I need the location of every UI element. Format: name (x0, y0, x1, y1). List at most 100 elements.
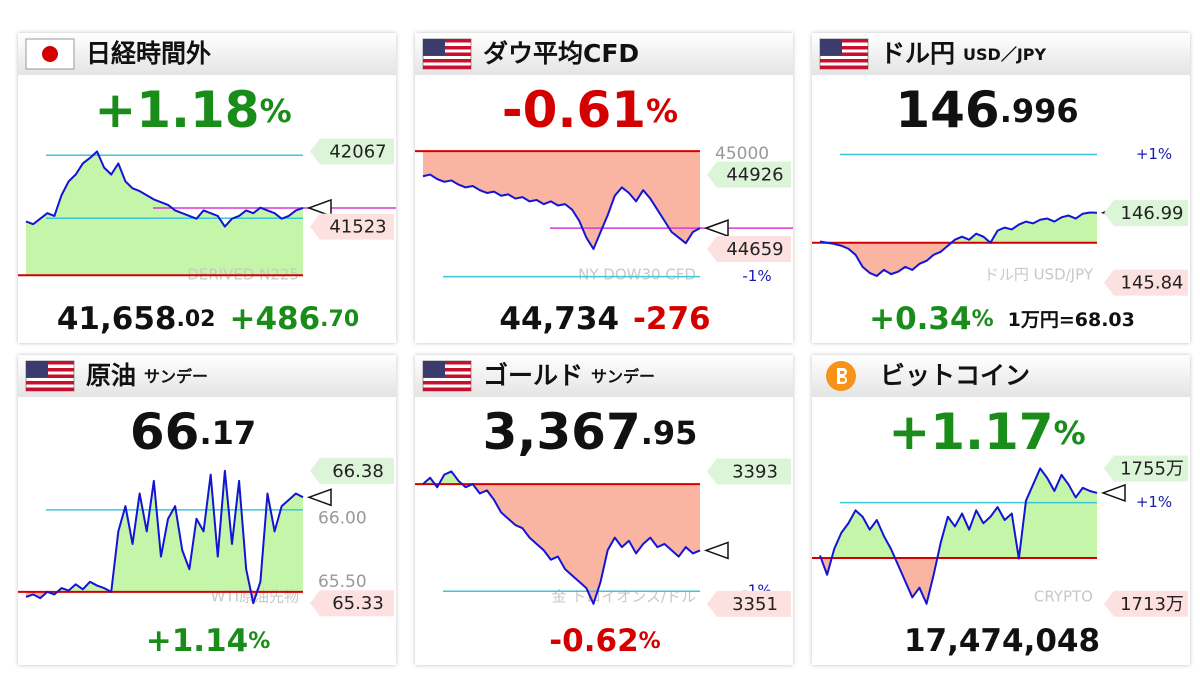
watermark: CRYPTO (1034, 588, 1093, 606)
headline: 66.17 (130, 403, 256, 461)
price-line (819, 467, 1098, 605)
subtitle: サンデー (591, 367, 655, 386)
y-tick-label: 65.50 (318, 572, 367, 592)
title: ゴールド (483, 361, 583, 390)
title: ダウ平均CFD (483, 39, 639, 68)
price-tag (310, 590, 394, 617)
footer-small: .02 (176, 307, 215, 332)
watermark: NY DOW30 CFD (578, 266, 696, 284)
footer-note: 1万円=68.03 (1008, 309, 1135, 331)
footer: -0.62% (549, 623, 660, 659)
footer-small: % (639, 629, 661, 654)
panel-title: 日経時間外 (86, 39, 211, 68)
panel-title: ダウ平均CFD (483, 39, 639, 68)
title: ビットコイン (880, 361, 1030, 390)
headline-value: -0.61 (502, 81, 646, 139)
price-tag-label: 146.99 (1121, 203, 1184, 224)
price-tag-label: 145.84 (1121, 273, 1184, 294)
footer-small: .70 (320, 307, 359, 332)
headline-unit: % (260, 92, 292, 130)
footer-value: -276 (633, 301, 711, 337)
flag-us (422, 360, 472, 392)
watermark: ドル円 USD/JPY (984, 266, 1094, 284)
headline-value: +1.17 (888, 403, 1053, 461)
flag-us (25, 360, 75, 392)
area-up (820, 468, 1097, 559)
price-tag (707, 236, 791, 263)
band-label: +1% (1136, 145, 1172, 163)
headline-unit: % (1054, 414, 1086, 452)
bitcoin-icon (826, 361, 856, 391)
headline: -0.61% (502, 81, 678, 139)
price-tag-label: 3393 (732, 461, 778, 482)
price-tag-label: 3351 (732, 594, 778, 615)
price-tag-label: 1713万 (1120, 594, 1184, 615)
price-tag (310, 457, 394, 484)
price-tag (1104, 269, 1188, 296)
price-tag (1104, 455, 1188, 482)
price-tag-label: 1755万 (1120, 458, 1184, 479)
price-line (25, 150, 304, 228)
subtitle: USD／JPY (963, 45, 1046, 64)
price-line (422, 173, 701, 251)
headline-value: 146 (895, 81, 999, 139)
area-down (423, 151, 700, 250)
footer: +0.34% 1万円=68.03 (869, 301, 1135, 337)
price-tag (1104, 200, 1188, 227)
band-label: -1% (742, 267, 771, 285)
panel: ダウ平均CFD -0.61% NY DOW30 CFD -1% 45000 44926 44… (415, 33, 793, 343)
price-line (25, 469, 304, 605)
area-down (820, 242, 1097, 276)
area-up (26, 151, 303, 276)
headline-unit: .95 (641, 414, 698, 452)
panel-title: ゴールド サンデー (483, 361, 655, 390)
headline-value: 66 (130, 403, 200, 461)
panel: ドル円 USD／JPY 146.996 ドル円 USD/JPY +1% 146.99 145… (812, 33, 1190, 343)
footer-value: +1.14 (146, 623, 248, 659)
panel-title: 原油 サンデー (86, 361, 208, 390)
area-up (820, 212, 1097, 243)
price-tag (310, 138, 394, 165)
price-tag (707, 590, 791, 617)
panel-title: ビットコイン (880, 361, 1030, 390)
footer-small: % (248, 629, 270, 654)
headline-unit: .996 (1000, 92, 1079, 130)
flag-us (422, 38, 472, 70)
footer-value: 44,734 (499, 301, 619, 337)
price-tag-label: 42067 (329, 141, 386, 162)
price-line (422, 470, 701, 605)
headline-unit: .17 (199, 414, 256, 452)
footer: 41,658.02 +486.70 (57, 301, 359, 337)
price-tag (1104, 590, 1188, 617)
price-tag (707, 458, 791, 485)
title: 原油 (86, 361, 136, 390)
current-marker (703, 219, 729, 238)
y-tick-label: 45000 (715, 144, 769, 164)
panel-chart: 原油 サンデー66.17WTI原油先物66.0065.5066.3865.33+1… (18, 355, 396, 659)
y-tick-label: 66.00 (318, 509, 367, 529)
footer-value: -0.62 (549, 623, 638, 659)
band-label: +1% (1136, 493, 1172, 511)
footer: +1.14% (146, 623, 271, 659)
panel-title: ドル円 USD／JPY (880, 39, 1046, 68)
title: ドル円 (880, 39, 955, 68)
current-marker (1100, 483, 1126, 503)
area-down (423, 484, 700, 604)
title: 日経時間外 (86, 39, 211, 68)
headline: 3,367.95 (483, 403, 698, 461)
current-marker (703, 541, 729, 560)
footer-value: 17,474,048 (904, 623, 1100, 659)
subtitle: サンデー (144, 367, 208, 386)
headline-unit: % (646, 92, 678, 130)
panel-chart: ドル円 USD／JPY 146.996 ドル円 USD/JPY +1% 146.99 145… (812, 33, 1190, 337)
area-down (26, 591, 303, 604)
price-tag-label: 66.38 (332, 461, 384, 482)
footer: 44,734 -276 (499, 301, 710, 337)
headline: 146.996 (895, 81, 1078, 139)
current-marker (306, 198, 332, 218)
headline: +1.17% (888, 403, 1085, 461)
panel: 原油 サンデー 66.17 WTI原油先物 66.00 65.50 66.38 65.33 +1… (18, 355, 396, 665)
flag-us (819, 38, 869, 70)
